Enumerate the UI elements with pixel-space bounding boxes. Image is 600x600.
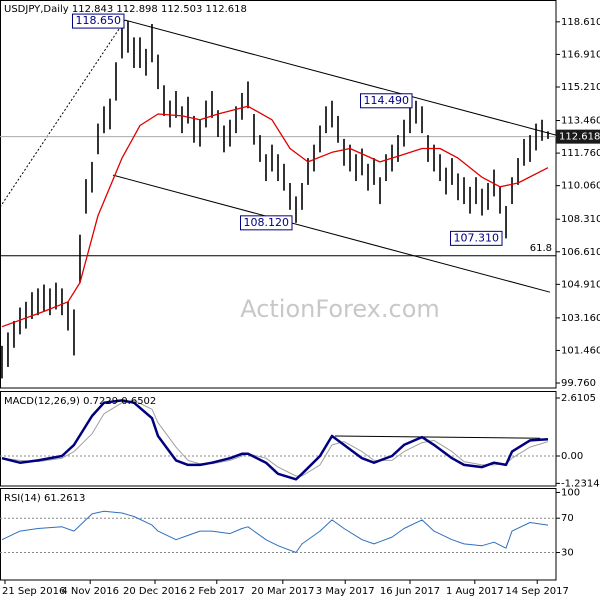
annotation-box	[240, 215, 293, 231]
panel-plot	[0, 510, 556, 554]
y-tick-label: 110.060	[561, 181, 600, 192]
signal-line	[1, 399, 549, 477]
macd-line	[1, 399, 549, 481]
annotation-box	[71, 13, 125, 29]
price-panel	[0, 0, 557, 389]
annotation-label: 114.490	[364, 94, 410, 107]
panel-title: RSI(14) 61.2613	[4, 493, 85, 504]
macd-panel	[0, 391, 557, 487]
annotation-box	[360, 93, 413, 109]
y-tick-label: 100	[561, 487, 580, 498]
y-tick-label: 103.160	[561, 313, 600, 324]
y-tick-label: 30	[561, 548, 574, 559]
x-tick-label: 20 Dec 2016	[123, 586, 187, 597]
y-tick-label: 118.610	[561, 17, 600, 28]
y-tick-label: 111.760	[561, 148, 600, 159]
y-tick-label: 115.210	[561, 82, 600, 93]
x-tick-label: 3 May 2017	[316, 586, 375, 597]
annotation-label: 118.650	[75, 14, 121, 27]
y-tick-label: 2.6105	[561, 393, 596, 404]
y-tick-label: 0.00	[561, 451, 583, 462]
watermark: ActionForex.com	[240, 295, 440, 323]
annotation-label: 108.120	[244, 216, 290, 229]
y-tick-label: 108.310	[561, 214, 600, 225]
trendline	[112, 174, 551, 293]
x-tick-label: 20 Mar 2017	[251, 586, 314, 597]
level-label: 61.8	[530, 243, 552, 254]
rsi-line	[1, 510, 549, 553]
moving-average	[1, 105, 549, 328]
x-tick-label: 14 Sep 2017	[506, 586, 569, 597]
x-tick-label: 16 Jun 2017	[380, 586, 440, 597]
rsi-panel	[0, 488, 557, 581]
x-tick-label: 2 Feb 2017	[189, 586, 245, 597]
last-price-label: 112.618	[559, 132, 600, 143]
y-tick-label: 104.910	[561, 279, 600, 290]
trendline	[124, 19, 556, 136]
annotation-box	[450, 230, 503, 246]
y-tick-label: 113.460	[561, 116, 600, 127]
last-price-box	[556, 129, 600, 144]
x-tick-label: 21 Sep 2016	[2, 586, 65, 597]
plot-layer: USDJPY,Daily 112.843 112.898 112.503 112…	[0, 4, 600, 597]
annotation-label: 107.310	[454, 231, 500, 244]
x-tick-label: 4 Nov 2016	[61, 586, 119, 597]
panel-title: USDJPY,Daily 112.843 112.898 112.503 112…	[4, 4, 247, 15]
panel-plot	[0, 19, 556, 379]
y-tick-label: 101.460	[561, 345, 600, 356]
y-tick-label: -1.2314	[561, 478, 600, 489]
trendline	[334, 435, 541, 439]
panel-plot	[0, 399, 556, 481]
y-tick-label: 99.760	[561, 378, 596, 389]
y-tick-label: 106.610	[561, 247, 600, 258]
y-tick-label: 70	[561, 513, 574, 524]
panel-title: MACD(12,26,9) 0.7229 0.6502	[4, 396, 156, 407]
trendline	[0, 19, 126, 208]
y-tick-label: 116.910	[561, 49, 600, 60]
x-tick-label: 1 Aug 2017	[446, 586, 504, 597]
